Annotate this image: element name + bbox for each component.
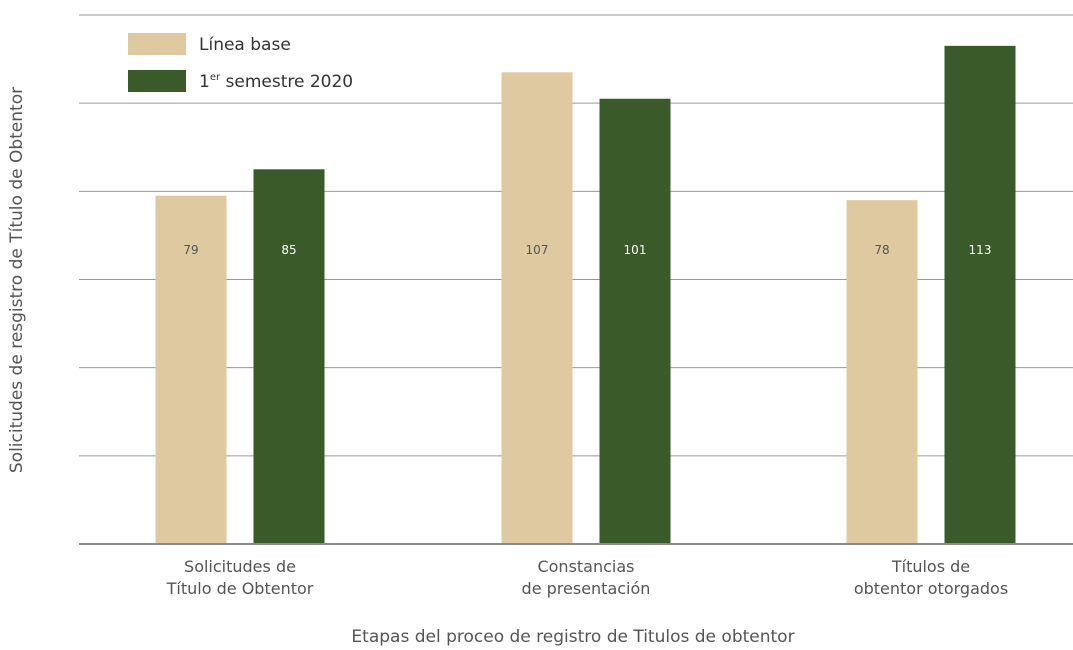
bar xyxy=(155,195,227,544)
category-label: Constancias de presentación xyxy=(522,557,651,598)
legend-swatch xyxy=(128,70,186,92)
legend: Línea base 1er semestre 2020 xyxy=(128,33,353,92)
bar-value-label: 78 xyxy=(874,243,889,257)
category-label: Títulos de obtentor otorgados xyxy=(854,557,1008,598)
bar-value-label: 85 xyxy=(281,243,296,257)
legend-swatch xyxy=(128,33,186,55)
x-axis: Solicitudes de Título de Obtentor Constanc… xyxy=(79,543,1073,598)
legend-label: 1er semestre 2020 xyxy=(199,72,353,92)
bar xyxy=(501,72,573,544)
y-axis-title: Solicitudes de resgistro de Título de Ob… xyxy=(7,87,27,473)
bar xyxy=(944,45,1016,544)
bar-value-label: 113 xyxy=(969,243,992,257)
x-axis-title: Etapas del proceo de registro de Titulos… xyxy=(351,627,794,647)
bars: 79 107 78 85 101 113 xyxy=(155,45,1016,544)
category-label: Solicitudes de Título de Obtentor xyxy=(166,557,314,598)
bar xyxy=(253,169,325,544)
bar-value-label: 107 xyxy=(526,243,549,257)
bar xyxy=(599,98,671,544)
legend-label: Línea base xyxy=(199,35,291,55)
bar xyxy=(846,200,918,544)
bar-value-label: 101 xyxy=(624,243,647,257)
bar-value-label: 79 xyxy=(183,243,198,257)
